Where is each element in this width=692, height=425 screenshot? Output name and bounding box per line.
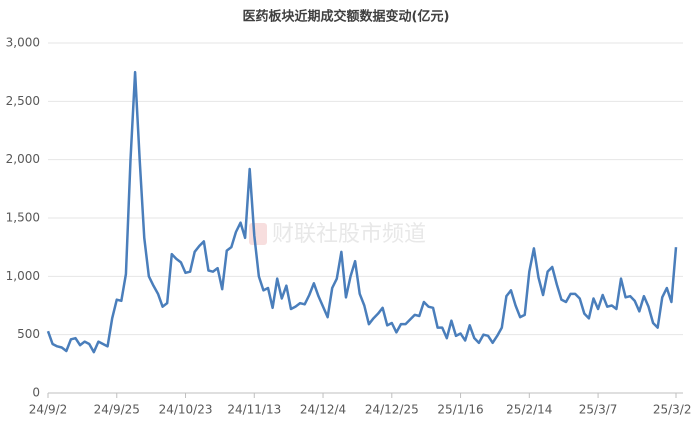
x-tick-label: 25/1/16	[437, 403, 483, 417]
x-tick-label: 24/12/25	[365, 403, 419, 417]
y-tick-label: 0	[32, 386, 40, 400]
x-tick-label: 24/12/4	[300, 403, 346, 417]
x-tick-label: 24/9/2	[29, 403, 68, 417]
y-tick-label: 3,000	[6, 36, 40, 50]
x-tick-label: 25/3/7	[579, 403, 618, 417]
y-tick-label: 2,500	[6, 94, 40, 108]
y-tick-label: 1,500	[6, 211, 40, 225]
data-line	[46, 70, 678, 354]
y-tick-label: 2,000	[6, 152, 40, 166]
x-tick-label: 24/9/25	[94, 403, 140, 417]
watermark-icon	[249, 223, 267, 245]
y-tick-label: 500	[17, 327, 40, 341]
y-tick-label: 1,000	[6, 269, 40, 283]
x-tick-label: 24/10/23	[159, 403, 213, 417]
x-tick-label: 25/2/14	[506, 403, 552, 417]
chart-title: 医药板块近期成交额数据变动(亿元)	[243, 9, 450, 25]
watermark: 财联社股市频道	[272, 222, 426, 247]
x-tick-label: 25/3/28	[653, 403, 692, 417]
x-tick-label: 24/11/13	[227, 403, 281, 417]
